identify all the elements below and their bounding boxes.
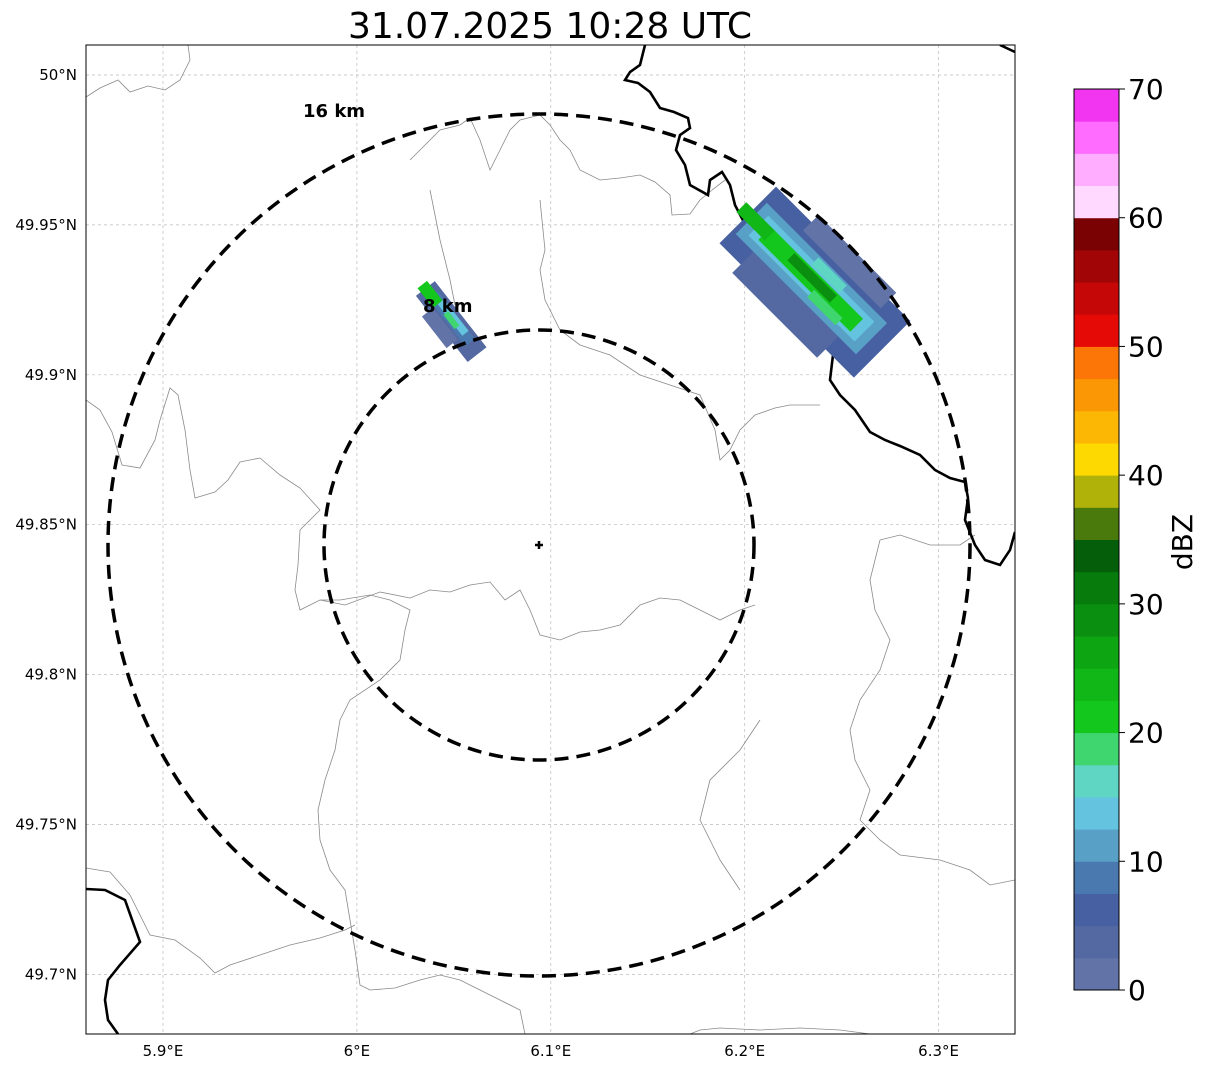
colorbar-swatch <box>1074 764 1119 798</box>
lon-tick-label: 5.9°E <box>143 1042 184 1060</box>
colorbar-swatch <box>1074 410 1119 444</box>
colorbar-swatch <box>1074 700 1119 734</box>
map-area: 8 km 16 km <box>86 45 1015 1034</box>
lat-tick-label: 49.9°N <box>25 366 77 384</box>
colorbar-swatch <box>1074 861 1119 894</box>
lon-tick-labels: 5.9°E 6°E 6.1°E 6.2°E 6.3°E <box>143 1042 959 1060</box>
lon-tick-label: 6.1°E <box>530 1042 571 1060</box>
colorbar-swatch <box>1074 217 1119 251</box>
colorbar-swatch <box>1074 249 1119 283</box>
colorbar-swatch <box>1074 796 1119 830</box>
colorbar-swatch <box>1074 925 1119 959</box>
colorbar-tick-label: 70 <box>1128 73 1164 106</box>
colorbar-ticks: 0 10 20 30 40 50 60 70 <box>1119 73 1164 1007</box>
colorbar-swatch <box>1074 442 1119 476</box>
colorbar-swatch <box>1074 571 1119 605</box>
colorbar-swatch <box>1074 346 1119 380</box>
colorbar-swatch <box>1074 636 1119 669</box>
range-ring-16km <box>106 112 972 978</box>
colorbar-swatch <box>1074 893 1119 927</box>
colorbar-swatch <box>1074 957 1119 991</box>
range-ring-8km <box>322 328 756 762</box>
lat-tick-label: 50°N <box>39 66 77 84</box>
colorbar-tick-label: 10 <box>1128 845 1164 878</box>
colorbar-swatch <box>1074 539 1119 573</box>
lat-tick-labels: 50°N 49.95°N 49.9°N 49.85°N 49.8°N 49.75°N 49.… <box>15 66 77 983</box>
echo-cluster-west <box>415 280 487 363</box>
colorbar-swatch <box>1074 829 1119 862</box>
colorbar-tick-label: 30 <box>1128 588 1164 621</box>
colorbar-swatch <box>1074 732 1119 766</box>
colorbar-tick-label: 20 <box>1128 717 1164 750</box>
colorbar-swatches <box>1074 89 1119 991</box>
figure-title: 31.07.2025 10:28 UTC <box>348 6 752 47</box>
lat-tick-label: 49.7°N <box>25 965 77 983</box>
lat-tick-label: 49.75°N <box>15 816 77 834</box>
colorbar-tick-label: 40 <box>1128 459 1164 492</box>
colorbar-swatch <box>1074 507 1119 540</box>
colorbar-swatch <box>1074 282 1119 315</box>
lon-tick-label: 6.2°E <box>724 1042 765 1060</box>
colorbar-swatch <box>1074 314 1119 347</box>
colorbar-tick-label: 50 <box>1128 330 1164 363</box>
colorbar-frame <box>1073 88 1120 991</box>
echo-cluster-east <box>719 186 911 378</box>
admin-borders <box>86 45 1015 1034</box>
colorbar-swatch <box>1074 378 1119 412</box>
lat-tick-label: 49.85°N <box>15 516 77 534</box>
lat-tick-label: 49.8°N <box>25 666 77 684</box>
colorbar-tick-label: 0 <box>1128 974 1146 1007</box>
lon-tick-label: 6°E <box>344 1042 371 1060</box>
lat-tick-label: 49.95°N <box>15 216 77 234</box>
map-frame <box>85 44 1016 1035</box>
lon-tick-label: 6.3°E <box>918 1042 959 1060</box>
radar-echoes <box>415 186 911 378</box>
colorbar-swatch <box>1074 89 1119 122</box>
colorbar-swatch <box>1074 153 1119 187</box>
colorbar-swatch <box>1074 668 1119 701</box>
range-rings <box>106 112 972 978</box>
ring-label-8km: 8 km <box>423 296 473 317</box>
radar-site-marker <box>535 541 543 549</box>
colorbar-swatch <box>1074 475 1119 508</box>
colorbar-swatch <box>1074 121 1119 154</box>
colorbar-tick-label: 60 <box>1128 202 1164 235</box>
colorbar-label: dBZ <box>1166 514 1199 570</box>
colorbar-swatch <box>1074 603 1119 637</box>
colorbar-swatch <box>1074 185 1119 219</box>
ring-label-16km: 16 km <box>303 101 365 122</box>
colorbar: 0 10 20 30 40 50 60 70 dBZ <box>1073 73 1199 1007</box>
